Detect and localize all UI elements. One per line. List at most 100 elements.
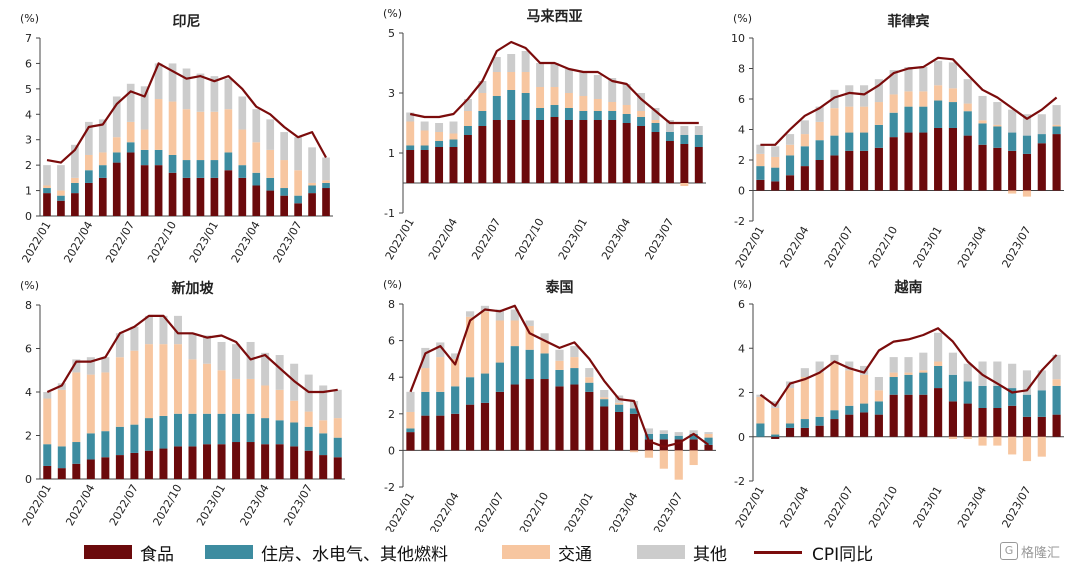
bar-other — [659, 430, 668, 434]
bar-other — [637, 93, 646, 111]
bar-food — [1052, 414, 1061, 437]
bar-housing — [874, 124, 883, 148]
bar-other — [492, 57, 501, 72]
x-tick-label: 2022/04 — [428, 490, 462, 532]
bar-food — [963, 403, 972, 437]
bar-housing — [845, 405, 854, 415]
bar-food — [585, 391, 594, 451]
bar-transport — [304, 411, 313, 427]
y-unit-label: (%) — [20, 279, 39, 292]
y-unit-label: (%) — [383, 278, 402, 291]
bar-other — [188, 333, 197, 360]
bar-transport — [934, 85, 943, 101]
bar-food — [72, 463, 81, 479]
bar-food — [644, 439, 654, 451]
bar-transport — [188, 359, 197, 414]
bar-transport — [629, 450, 639, 453]
bar-food — [436, 415, 445, 451]
bar-other — [570, 346, 579, 358]
bar-other — [622, 84, 631, 105]
y-tick-label: 4 — [738, 342, 745, 355]
cpi-line — [46, 314, 338, 394]
logo-icon: G — [1000, 542, 1018, 560]
bar-other — [525, 320, 534, 326]
bar-food — [86, 459, 95, 479]
bar-other — [126, 83, 135, 122]
bar-other — [72, 359, 81, 373]
bar-transport — [1022, 190, 1032, 197]
bar-other — [845, 85, 854, 107]
bar-food — [874, 147, 883, 191]
bar-other — [101, 357, 110, 373]
bar-transport — [637, 111, 646, 117]
bar-housing — [934, 365, 943, 389]
bar-other — [280, 132, 289, 161]
bar-other — [1037, 370, 1046, 391]
bar-food — [570, 384, 579, 451]
bar-transport — [904, 91, 913, 107]
y-tick-label: 3 — [388, 87, 395, 100]
bar-food — [1052, 134, 1061, 191]
x-tick-label: 2022/10 — [866, 484, 900, 530]
bar-housing — [436, 391, 445, 416]
bar-other — [1008, 363, 1017, 389]
x-tick-label: 2022/01 — [733, 484, 767, 530]
bar-housing — [889, 377, 898, 395]
bar-food — [406, 150, 415, 183]
bar-housing — [1037, 390, 1046, 417]
x-tick-label: 2022/01 — [383, 216, 417, 262]
bar-other — [154, 63, 163, 100]
bar-other — [993, 102, 1002, 125]
x-tick-label: 2023/01 — [187, 219, 221, 265]
bar-other — [57, 165, 65, 191]
bar-food — [406, 432, 415, 451]
bar-transport — [659, 450, 668, 469]
bar-housing — [115, 426, 124, 456]
bar-housing — [322, 182, 330, 189]
bar-food — [704, 444, 713, 451]
bar-food — [232, 442, 241, 479]
bar-transport — [333, 418, 342, 438]
bar-housing — [993, 385, 1002, 408]
bar-housing — [280, 188, 289, 196]
bar-food — [800, 166, 809, 191]
bar-transport — [674, 450, 683, 480]
bar-other — [232, 344, 241, 379]
bar-food — [889, 137, 898, 191]
bar-food — [217, 444, 226, 479]
bar-food — [294, 203, 302, 216]
bar-housing — [126, 142, 135, 153]
bar-transport — [168, 101, 177, 155]
y-tick-label: 7 — [25, 32, 32, 45]
bar-other — [507, 54, 516, 72]
bar-other — [252, 109, 261, 143]
x-tick-label: 2023/07 — [999, 224, 1033, 270]
bar-food — [266, 190, 275, 216]
bar-housing — [978, 385, 987, 408]
bar-transport — [815, 372, 824, 417]
y-unit-label: (%) — [383, 7, 402, 20]
bar-transport — [492, 72, 501, 96]
bar-housing — [665, 132, 674, 141]
chart-title: 泰国 — [545, 279, 574, 296]
bar-housing — [934, 100, 943, 128]
bar-transport — [978, 120, 987, 124]
bar-housing — [615, 404, 624, 412]
bar-food — [919, 132, 928, 191]
bar-transport — [173, 344, 182, 414]
bar-transport — [435, 132, 444, 141]
bar-transport — [963, 103, 972, 112]
x-tick-label: 2023/01 — [911, 484, 945, 530]
bar-other — [1022, 114, 1032, 136]
bar-food — [126, 152, 135, 216]
bar-transport — [919, 370, 928, 373]
bar-housing — [644, 433, 654, 440]
bar-food — [593, 120, 602, 183]
bar-housing — [449, 139, 458, 147]
bar-food — [84, 182, 93, 216]
bar-other — [993, 361, 1002, 386]
bar-food — [800, 427, 809, 437]
bar-other — [874, 377, 883, 391]
bar-transport — [451, 358, 460, 387]
